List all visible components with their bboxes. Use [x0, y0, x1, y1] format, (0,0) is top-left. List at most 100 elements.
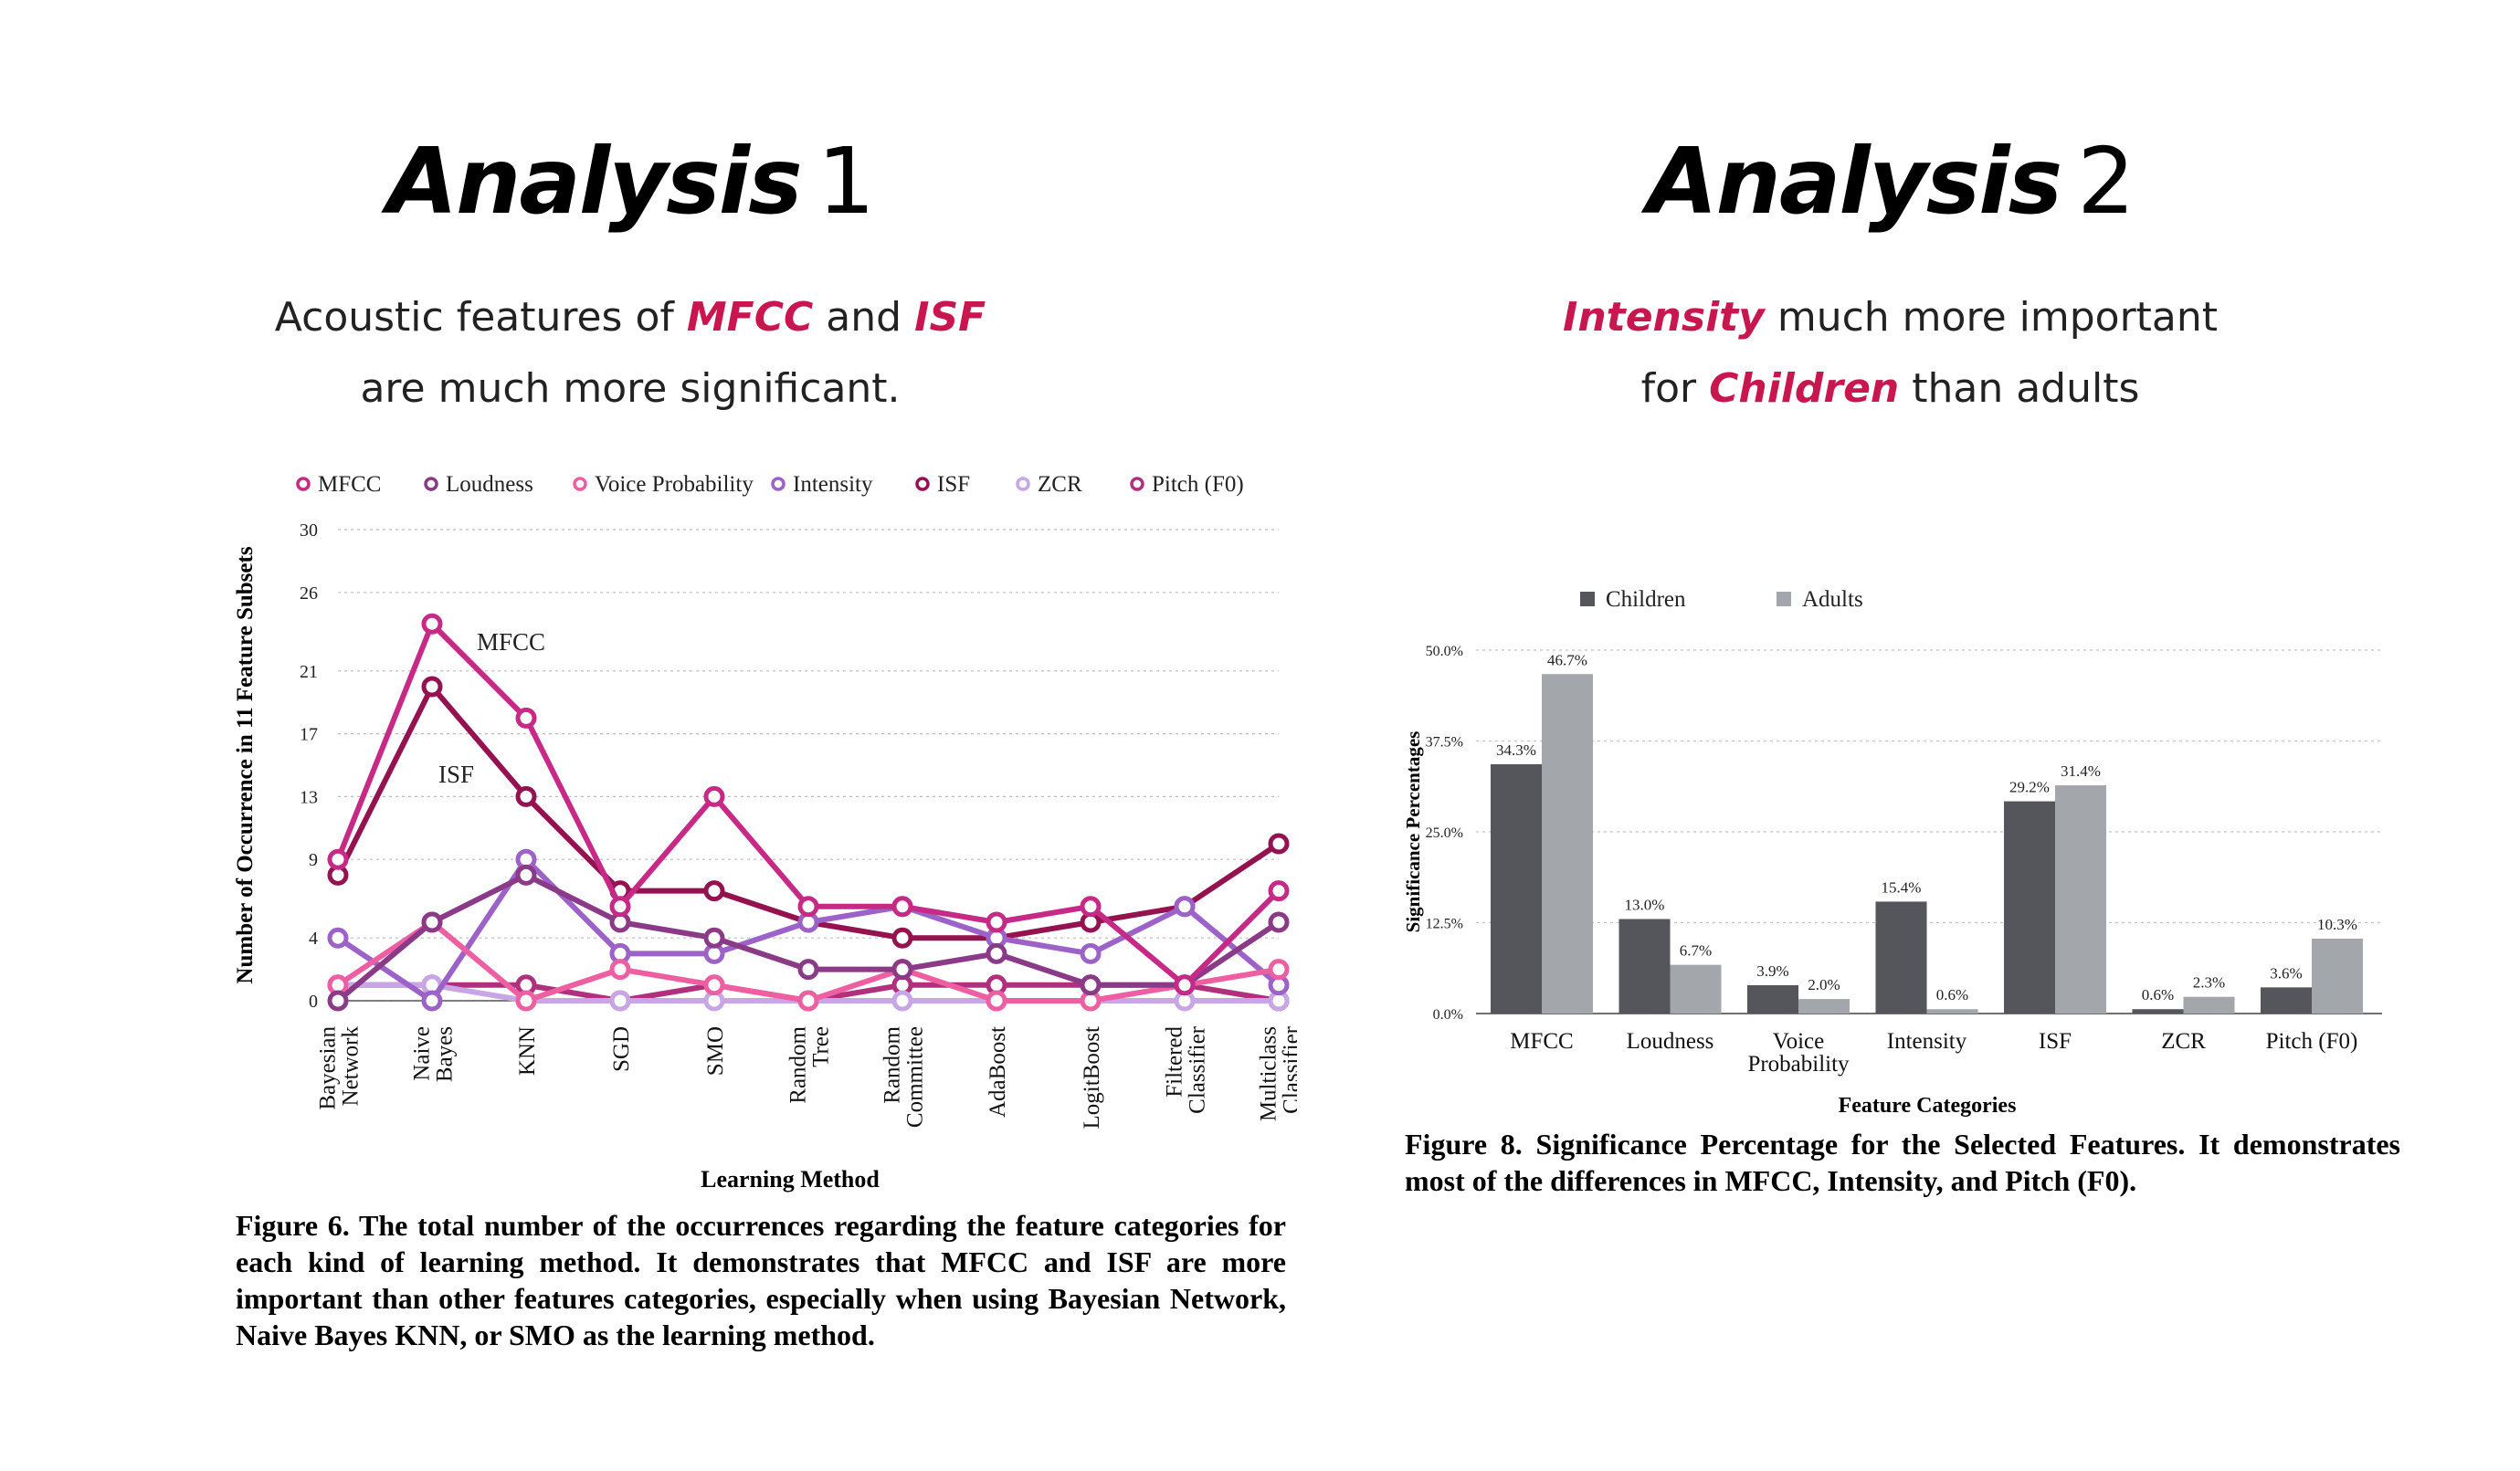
legend-item: MFCC	[296, 472, 381, 497]
bar-adults	[2312, 939, 2363, 1014]
bar-adults	[2055, 785, 2106, 1014]
analysis-1-subtitle-line-1: Acoustic features of MFCC and ISF	[0, 294, 1260, 341]
data-label-adults: 10.3%	[2317, 916, 2357, 933]
legend-marker	[573, 477, 587, 491]
highlight-intensity: Intensity	[1562, 294, 1765, 341]
data-label-adults: 0.6%	[1936, 986, 1968, 1003]
data-point	[1268, 880, 1290, 902]
x-tick-label: MFCC	[1510, 1029, 1573, 1054]
legend-label: Loudness	[446, 472, 533, 497]
data-point	[703, 927, 725, 949]
y-tick-label: 13	[300, 787, 318, 807]
data-point	[1080, 896, 1102, 918]
x-tick-label: Multiclass	[1257, 1026, 1281, 1121]
figure-6-caption: Figure 6. The total number of the occurr…	[236, 1209, 1286, 1351]
analysis-1-title: Analysis 1	[0, 128, 1260, 235]
data-label-children: 34.3%	[1496, 741, 1536, 759]
data-point	[1174, 896, 1196, 918]
x-axis-label: Feature Categories	[1839, 1094, 2017, 1118]
legend-marker	[1016, 477, 1030, 491]
data-point	[703, 785, 725, 807]
subtitle-text: for	[1640, 365, 1710, 412]
y-tick-label: 37.5%	[1426, 735, 1463, 751]
y-tick-label: 17	[300, 725, 318, 745]
legend-label: Adults	[1802, 587, 1863, 612]
data-point	[986, 990, 1007, 1012]
data-point	[703, 974, 725, 996]
y-tick-label: 30	[300, 520, 318, 541]
bar-children	[2132, 1009, 2184, 1014]
legend-marker	[1130, 477, 1144, 491]
data-point	[1268, 959, 1290, 981]
bar-adults	[1926, 1009, 1978, 1014]
significance-bar-chart: 0.0% 12.5% 25.0% 37.5% 50.0% Significance Per…	[1402, 587, 2382, 1118]
legend-marker	[296, 477, 311, 491]
x-tick-label: Committee	[903, 1026, 928, 1128]
legend-marker	[424, 477, 438, 491]
bar-children	[2004, 801, 2055, 1014]
data-label-adults: 2.0%	[1808, 976, 1840, 993]
data-point	[421, 911, 443, 933]
subtitle-text: than adults	[1899, 365, 2140, 412]
data-point	[609, 990, 631, 1012]
data-point	[703, 880, 725, 902]
x-tick-label: Pitch (F0)	[2266, 1029, 2358, 1054]
data-point	[327, 848, 349, 870]
data-point	[327, 927, 349, 949]
x-tick-label: Voice	[1773, 1029, 1824, 1054]
x-tick-label: Random	[786, 1025, 811, 1103]
bar-children	[1875, 901, 1927, 1014]
data-point	[327, 990, 349, 1012]
legend-label: Children	[1606, 587, 1686, 612]
y-tick-label: 4	[309, 929, 318, 949]
data-point	[891, 896, 913, 918]
x-tick-label: SGD	[609, 1026, 634, 1072]
data-point	[421, 676, 443, 698]
bar-adults	[1798, 999, 1850, 1014]
x-tick-label: ZCR	[2161, 1029, 2206, 1054]
y-axis-label: Significance Percentages	[1402, 731, 1424, 933]
x-tick-label: Network	[339, 1026, 364, 1107]
data-label-children: 3.9%	[1756, 962, 1788, 980]
figure-8-caption: Figure 8. Significance Percentage for th…	[1405, 1128, 2400, 1197]
bar-children	[1747, 984, 1798, 1014]
analysis-1-title-word: Analysis	[386, 128, 803, 235]
data-point	[515, 864, 537, 886]
data-point	[797, 896, 819, 918]
legend-label: Voice Probability	[595, 472, 754, 497]
annotation-isf: ISF	[438, 761, 474, 788]
data-point	[421, 613, 443, 635]
x-tick-label: Random	[880, 1025, 905, 1103]
data-point	[515, 990, 537, 1012]
analysis-2-title-number: 2	[2077, 128, 2135, 235]
highlight-isf: ISF	[914, 294, 986, 341]
legend-swatch	[1580, 592, 1595, 606]
data-point	[515, 785, 537, 807]
legend-item: Voice Probability	[573, 472, 754, 497]
highlight-children: Children	[1709, 365, 1900, 412]
analysis-1-title-number: 1	[817, 128, 876, 235]
x-tick-label: Bayes	[433, 1026, 458, 1082]
legend-label: Pitch (F0)	[1152, 472, 1244, 497]
analysis-2-panel: Analysis 2 Intensity much more important …	[1260, 0, 2520, 1471]
legend-label: Intensity	[793, 472, 873, 497]
x-axis-label: Learning Method	[701, 1166, 880, 1193]
legend-item: ZCR	[1016, 472, 1082, 497]
x-tick-label: Filtered	[1163, 1026, 1187, 1098]
x-tick-label: ISF	[2039, 1029, 2072, 1054]
legend-label: ZCR	[1038, 472, 1082, 497]
subtitle-text: Acoustic features of	[274, 294, 687, 341]
legend-item: Pitch (F0)	[1130, 472, 1244, 497]
x-tick-label: Classifier	[1186, 1025, 1210, 1113]
data-label-adults: 2.3%	[2193, 974, 2225, 992]
data-point	[797, 959, 819, 981]
data-label-children: 13.0%	[1625, 897, 1665, 914]
y-tick-label: 50.0%	[1426, 644, 1463, 659]
data-label-children: 29.2%	[2009, 779, 2050, 796]
x-tick-label: KNN	[515, 1026, 540, 1076]
analysis-1-panel: Analysis 1 Acoustic features of MFCC and …	[0, 128, 1297, 1351]
subtitle-text: and	[813, 294, 915, 341]
y-tick-label: 26	[300, 583, 318, 604]
data-point	[609, 959, 631, 981]
x-tick-label: Tree	[809, 1026, 834, 1067]
